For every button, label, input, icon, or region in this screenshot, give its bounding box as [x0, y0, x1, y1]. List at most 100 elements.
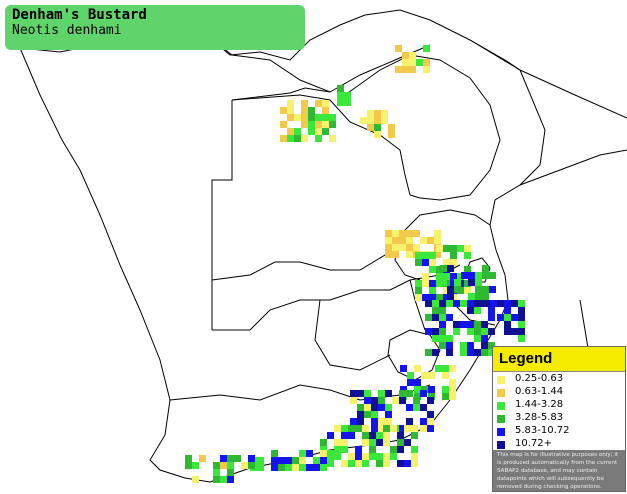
occurrence-cell: [213, 469, 220, 476]
occurrence-cell: [287, 100, 294, 107]
caprivi: [231, 87, 331, 101]
occurrence-cell: [511, 300, 518, 307]
occurrence-cell: [397, 460, 404, 467]
occurrence-cell: [497, 300, 504, 307]
occurrence-cell: [280, 107, 287, 114]
occurrence-cell: [436, 273, 443, 280]
occurrence-cell: [446, 335, 453, 342]
occurrence-cell: [497, 314, 504, 321]
occurrence-cell: [460, 342, 467, 349]
occurrence-cell: [406, 244, 413, 251]
occurrence-cell: [475, 286, 482, 293]
occurrence-cell: [399, 390, 406, 397]
legend-item: 1.44-3.28: [497, 399, 623, 412]
occurrence-cell: [427, 418, 434, 425]
occurrence-cell: [364, 411, 371, 418]
legend-swatch: [497, 441, 505, 449]
legend-swatch: [497, 415, 505, 423]
occurrence-cell: [399, 397, 406, 404]
occurrence-cell: [482, 300, 489, 307]
occurrence-cell: [422, 273, 429, 280]
occurrence-cell: [460, 300, 467, 307]
occurrence-cell: [334, 446, 341, 453]
occurrence-cell: [397, 446, 404, 453]
occurrence-cell: [392, 230, 399, 237]
occurrence-cell: [409, 59, 416, 66]
occurrence-cell: [481, 328, 488, 335]
occurrence-cell: [432, 307, 439, 314]
occurrence-cell: [327, 450, 334, 457]
occurrence-cell: [464, 266, 471, 273]
legend-swatch: [497, 389, 505, 397]
occurrence-cell: [383, 425, 390, 432]
occurrence-cell: [355, 446, 362, 453]
occurrence-cell: [362, 460, 369, 467]
occurrence-cell: [220, 476, 227, 483]
occurrence-cell: [385, 230, 392, 237]
occurrence-cell: [446, 342, 453, 349]
occurrence-cell: [504, 328, 511, 335]
occurrence-cell: [227, 462, 234, 469]
legend-body: 0.25-0.63 0.63-1.44 1.44-3.28 3.28-5.83 …: [493, 372, 625, 450]
legend-item: 0.25-0.63: [497, 373, 623, 386]
occurrence-cell: [367, 124, 374, 131]
occurrence-cell: [446, 349, 453, 356]
occurrence-cell: [369, 453, 376, 460]
occurrence-cell: [385, 411, 392, 418]
occurrence-cell: [385, 237, 392, 244]
occurrence-cell: [413, 397, 420, 404]
occurrence-cell: [439, 328, 446, 335]
occurrence-cell: [374, 124, 381, 131]
occurrence-cell: [425, 314, 432, 321]
occurrence-cell: [457, 273, 464, 280]
occurrence-cell: [407, 372, 414, 379]
occurrence-cell: [185, 455, 192, 462]
occurrence-cell: [301, 114, 308, 121]
occurrence-cell: [367, 117, 374, 124]
occurrence-cell: [439, 307, 446, 314]
occurrence-cell: [447, 293, 454, 300]
occurrence-cell: [322, 100, 329, 107]
occurrence-cell: [446, 300, 453, 307]
occurrence-cell: [434, 237, 441, 244]
occurrence-cell: [383, 432, 390, 439]
occurrence-cell: [285, 464, 292, 471]
occurrence-cell: [371, 411, 378, 418]
occurrence-cell: [390, 446, 397, 453]
occurrence-cell: [442, 386, 449, 393]
occurrence-cell: [306, 464, 313, 471]
occurrence-cell: [378, 425, 385, 432]
occurrence-cell: [322, 114, 329, 121]
occurrence-cell: [443, 287, 450, 294]
occurrence-cell: [348, 432, 355, 439]
occurrence-cell: [404, 460, 411, 467]
occurrence-cell: [406, 404, 413, 411]
occurrence-cell: [464, 287, 471, 294]
occurrence-cell: [449, 379, 456, 386]
occurrence-cell: [376, 453, 383, 460]
occurrence-cell: [482, 293, 489, 300]
occurrence-cell: [227, 469, 234, 476]
legend-title: Legend: [499, 350, 553, 367]
occurrence-cell: [383, 453, 390, 460]
occurrence-cell: [454, 286, 461, 293]
occurrence-cell: [490, 300, 497, 307]
occurrence-cell: [301, 107, 308, 114]
occurrence-cell: [355, 460, 362, 467]
occurrence-cell: [436, 245, 443, 252]
occurrence-cell: [460, 349, 467, 356]
legend-label: 5.83-10.72: [515, 425, 570, 436]
occurrence-cell: [425, 328, 432, 335]
occurrence-cell: [313, 457, 320, 464]
occurrence-cell: [399, 244, 406, 251]
lesotho: [387, 329, 441, 381]
occurrence-cell: [369, 446, 376, 453]
occurrence-cell: [383, 460, 390, 467]
occurrence-cell: [306, 450, 313, 457]
occurrence-cell: [413, 404, 420, 411]
occurrence-cell: [362, 432, 369, 439]
occurrence-cell: [397, 432, 404, 439]
occurrence-cell: [213, 462, 220, 469]
occurrence-cell: [199, 455, 206, 462]
